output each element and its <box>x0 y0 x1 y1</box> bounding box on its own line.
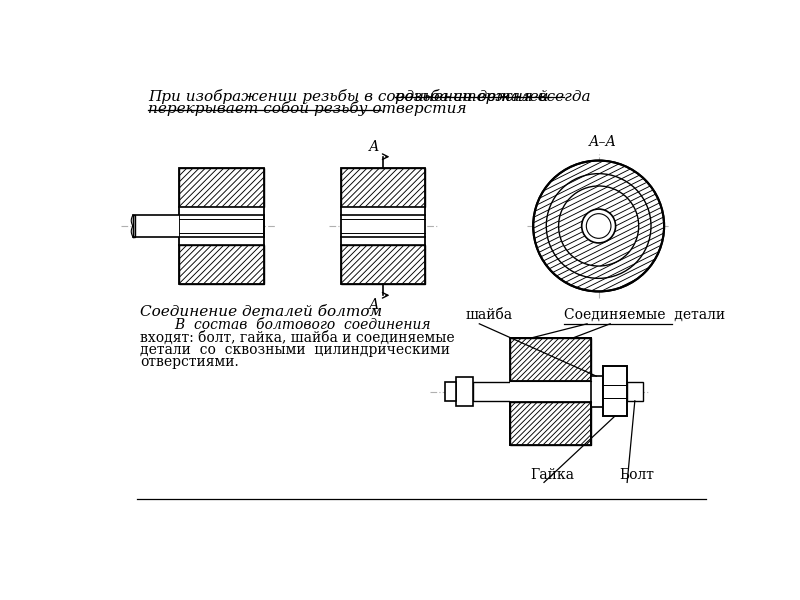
Bar <box>179 168 264 284</box>
Bar <box>510 403 591 445</box>
Text: А: А <box>369 140 379 154</box>
Bar <box>341 245 426 284</box>
Bar <box>627 382 642 401</box>
Text: Болт: Болт <box>619 467 654 482</box>
Text: шайба: шайба <box>466 308 513 322</box>
Circle shape <box>534 161 664 292</box>
Bar <box>510 338 591 381</box>
Text: Гайка: Гайка <box>530 467 574 482</box>
Bar <box>510 338 591 381</box>
Bar <box>133 215 179 237</box>
Text: .: . <box>381 101 386 115</box>
Bar <box>179 207 264 245</box>
Text: перекрывает собой резьбу отверстия: перекрывает собой резьбу отверстия <box>148 101 467 116</box>
Text: А: А <box>369 298 379 311</box>
Circle shape <box>558 186 638 266</box>
Bar <box>456 377 473 406</box>
Text: детали  со  сквозными  цилиндрическими: детали со сквозными цилиндрическими <box>141 343 450 357</box>
Bar <box>473 382 627 401</box>
Bar <box>510 403 591 445</box>
Bar <box>179 245 264 284</box>
Text: резьба стержня всегда: резьба стержня всегда <box>394 89 590 104</box>
Bar <box>133 215 135 237</box>
Bar <box>510 381 591 403</box>
Text: отверстиями.: отверстиями. <box>141 355 239 370</box>
Bar <box>341 168 426 207</box>
Bar <box>446 382 456 401</box>
Text: При изображении резьбы в соединении деталей: При изображении резьбы в соединении дета… <box>148 89 554 104</box>
Bar <box>341 215 426 237</box>
Text: Соединение деталей болтом: Соединение деталей болтом <box>141 305 382 319</box>
Bar <box>341 168 426 284</box>
Text: В  состав  болтового  соединения: В состав болтового соединения <box>141 319 431 332</box>
Bar <box>510 381 591 384</box>
Circle shape <box>582 209 615 243</box>
Bar <box>179 168 264 207</box>
Text: Соединяемые  детали: Соединяемые детали <box>564 308 725 322</box>
Bar <box>602 366 627 416</box>
Text: входят: болт, гайка, шайба и соединяемые: входят: болт, гайка, шайба и соединяемые <box>141 331 455 345</box>
Text: А–А: А–А <box>589 135 617 149</box>
Bar <box>591 376 602 407</box>
Bar <box>341 207 426 245</box>
